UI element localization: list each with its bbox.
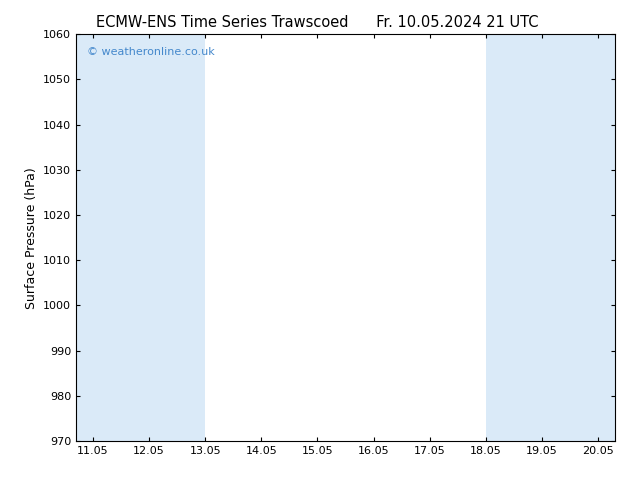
Bar [486, 34, 615, 441]
Text: ECMW-ENS Time Series Trawscoed      Fr. 10.05.2024 21 UTC: ECMW-ENS Time Series Trawscoed Fr. 10.05… [96, 15, 538, 30]
Text: © weatheronline.co.uk: © weatheronline.co.uk [87, 47, 214, 56]
Y-axis label: Surface Pressure (hPa): Surface Pressure (hPa) [25, 167, 37, 309]
Bar [76, 34, 205, 441]
